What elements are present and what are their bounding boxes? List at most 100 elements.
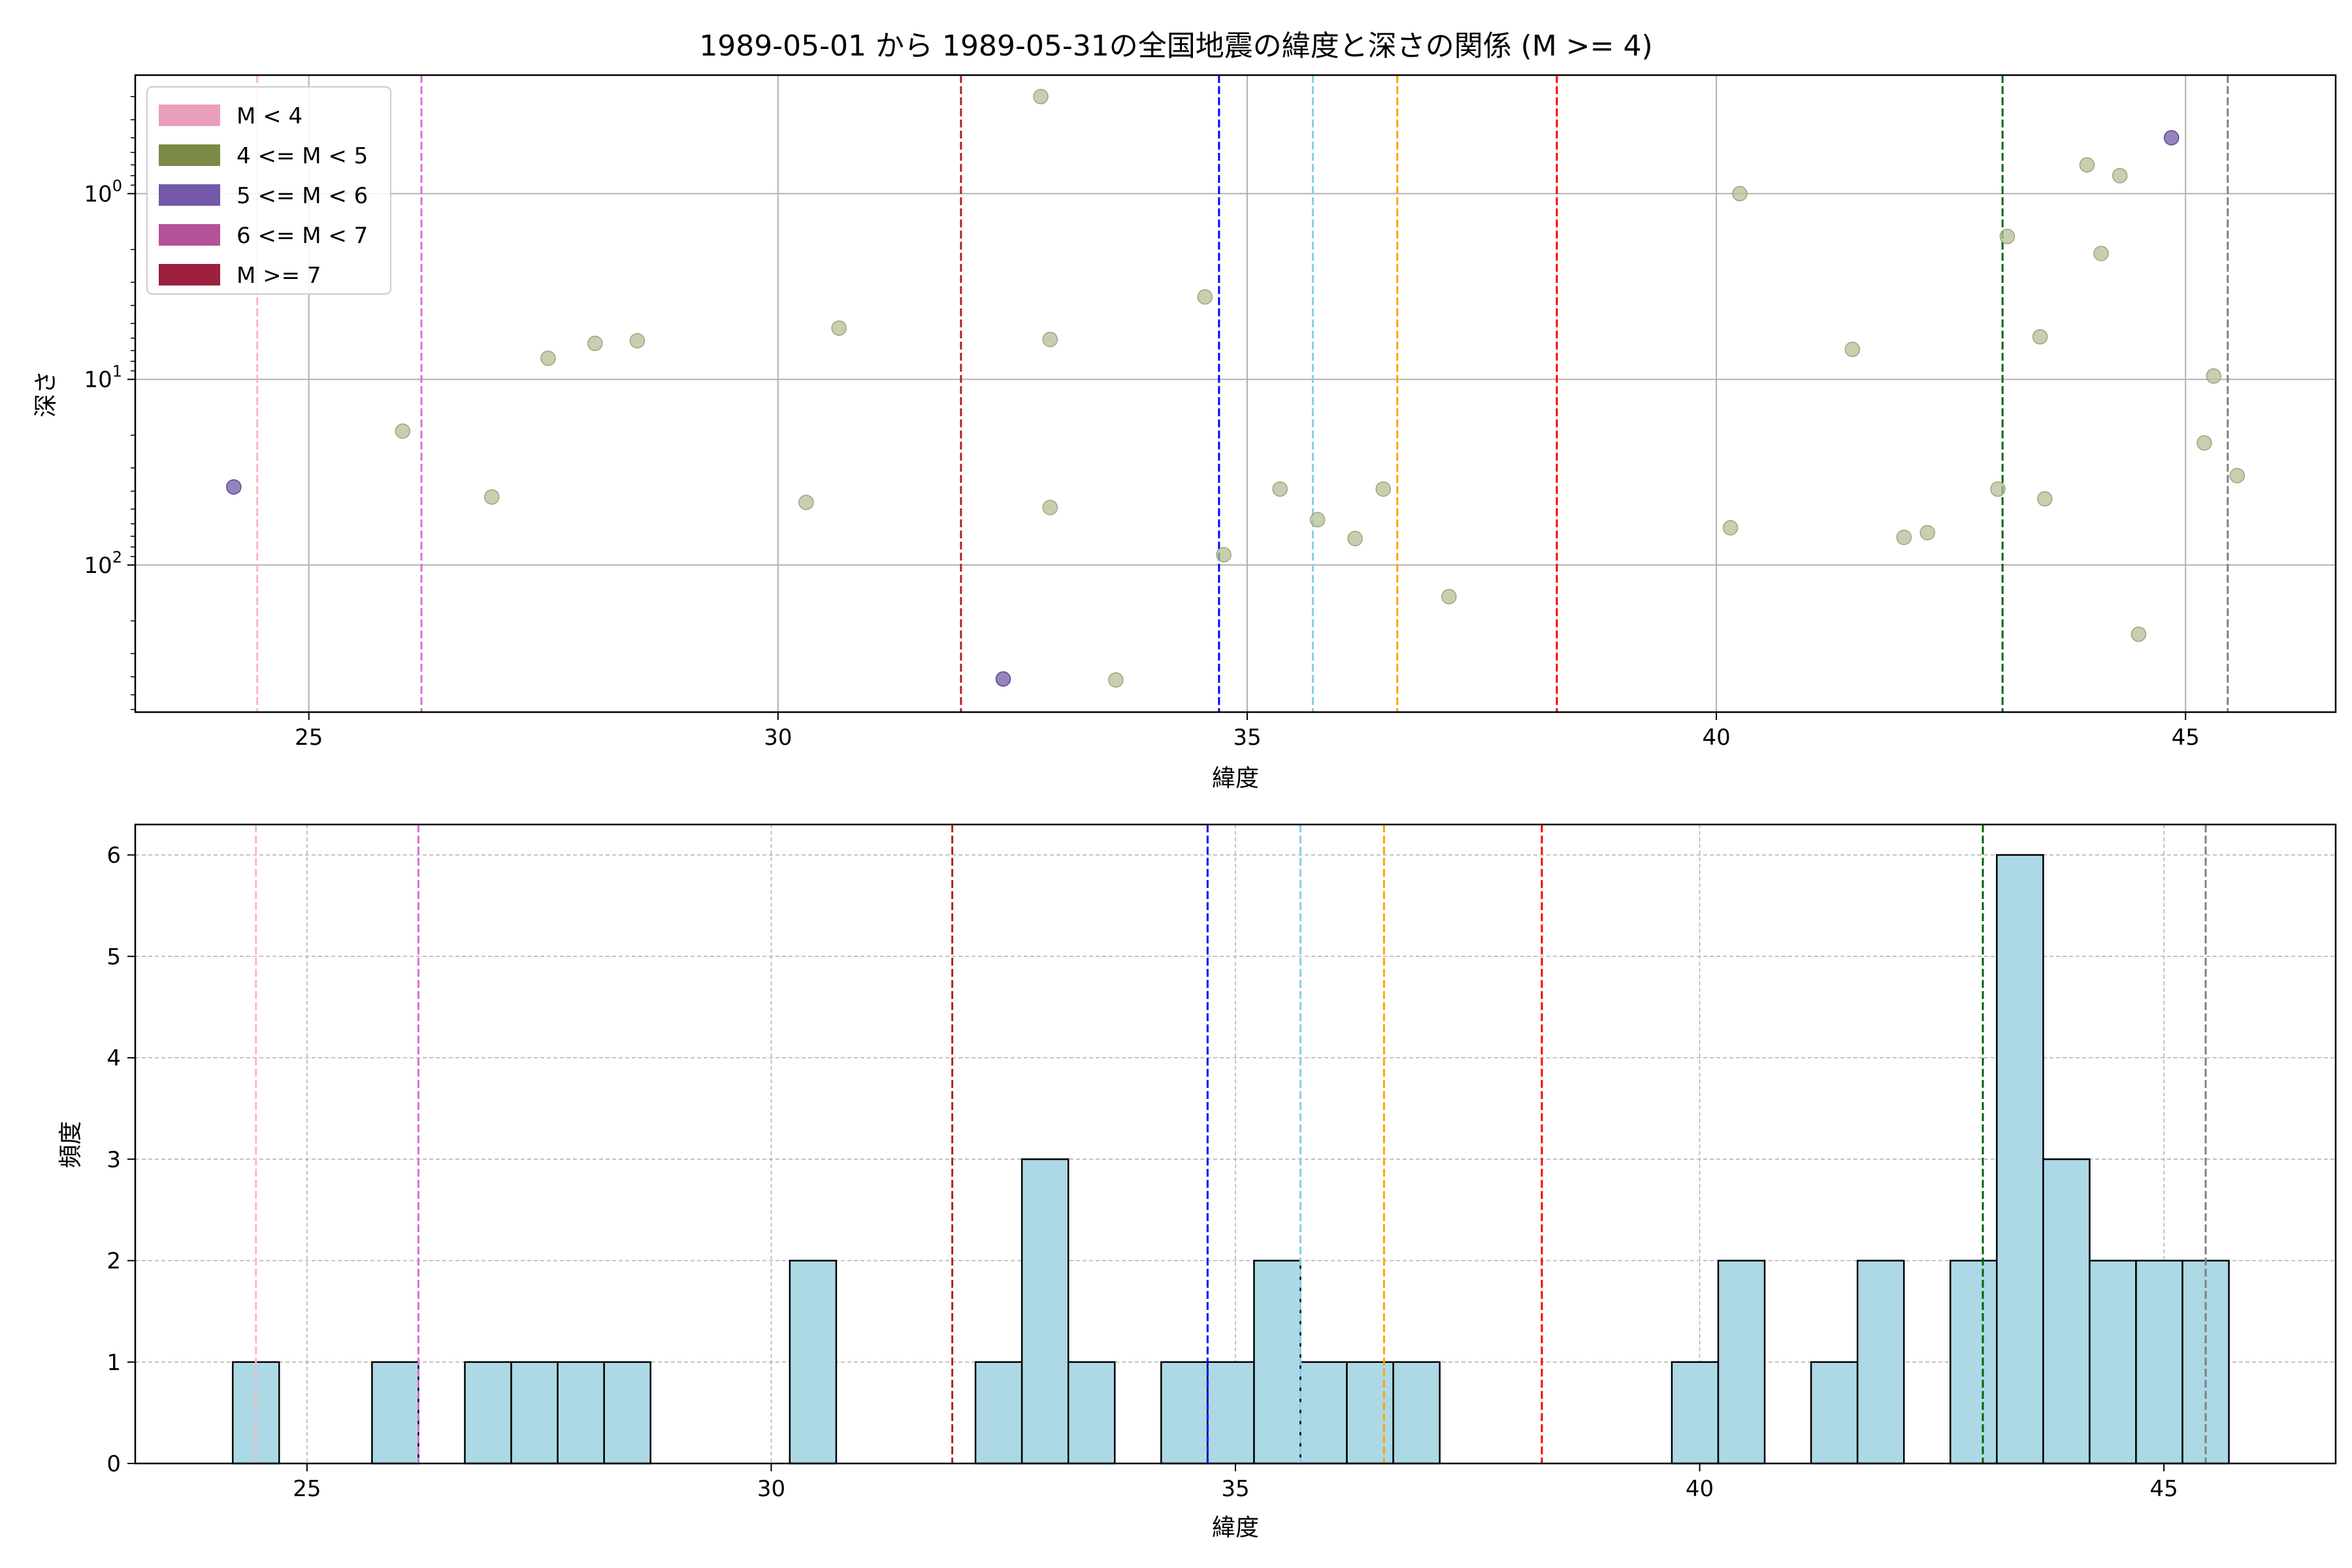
legend: M < 4 4 <= M < 5 5 <= M < 6 6 <= M < 7 M >= …: [146, 86, 391, 295]
scatter-point: [2206, 368, 2222, 384]
histogram-y-tick-label: 2: [106, 1249, 121, 1275]
histogram-bar: [1346, 1361, 1394, 1465]
scatter-point: [995, 671, 1011, 687]
scatter-y-ticks: 100 101 102: [84, 96, 135, 710]
histogram-bar: [1671, 1361, 1720, 1465]
scatter-y-tick-label: 101: [84, 363, 122, 393]
histogram-bar: [557, 1361, 605, 1465]
scatter-point: [1919, 525, 1935, 541]
scatter-point: [1216, 547, 1232, 563]
histogram-bar: [2089, 1260, 2137, 1465]
scatter-point: [2079, 157, 2095, 173]
histogram-x-tick-label: 30: [757, 1476, 785, 1502]
histogram-x-axis-label: 緯度: [1212, 1514, 1259, 1541]
histogram-y-axis-label: 頻度: [57, 1121, 84, 1168]
scatter-point: [2163, 130, 2180, 146]
histogram-bar: [1299, 1361, 1348, 1465]
scatter-point: [2229, 468, 2245, 483]
scatter-x-tick-label: 25: [295, 725, 323, 751]
scatter-point: [1990, 481, 2006, 497]
scatter-y-tick-label: 100: [84, 176, 122, 207]
scatter-point: [2037, 491, 2053, 507]
scatter-point: [1042, 500, 1058, 515]
histogram-y-tick-label: 3: [106, 1147, 121, 1173]
legend-items: M < 4 4 <= M < 5 5 <= M < 6 6 <= M < 7 M >= …: [159, 103, 368, 289]
scatter-point: [1108, 672, 1124, 688]
scatter-point: [798, 495, 814, 510]
histogram-bar: [1810, 1361, 1859, 1465]
scatter-point: [2131, 627, 2147, 642]
scatter-point: [1309, 512, 1326, 528]
histogram-x-tick-label: 45: [2149, 1476, 2178, 1502]
histogram-bars: [231, 854, 2230, 1465]
scatter-x-tick-label: 40: [1702, 725, 1730, 751]
histogram-bar: [789, 1260, 838, 1465]
scatter-point: [1441, 589, 1457, 604]
scatter-point: [2112, 168, 2128, 184]
scatter-point: [629, 333, 645, 349]
scatter-x-tick-label: 35: [1233, 725, 1261, 751]
scatter-point: [2093, 246, 2109, 261]
scatter-x-tick-label: 45: [2172, 725, 2200, 751]
histogram-y-tick-label: 5: [106, 944, 121, 970]
histogram-bar: [1067, 1361, 1116, 1465]
histogram-x-tick-label: 40: [1686, 1476, 1714, 1502]
scatter-x-axis-label: 緯度: [1212, 765, 1259, 792]
scatter-y-tick-label: 102: [84, 548, 122, 579]
histogram-bar: [2042, 1158, 2091, 1465]
legend-label: 4 <= M < 5: [237, 143, 368, 169]
histogram-bar: [1856, 1260, 1905, 1465]
histogram-bar: [2135, 1260, 2183, 1465]
histogram-y-tick-label: 1: [106, 1350, 121, 1376]
histogram-x-tick-label: 35: [1221, 1476, 1249, 1502]
legend-label: M >= 7: [237, 263, 321, 289]
histogram-bar: [974, 1361, 1023, 1465]
histogram-bar: [1996, 854, 2044, 1465]
histogram-x-tick-label: 25: [293, 1476, 321, 1502]
scatter-point: [1732, 186, 1748, 202]
scatter-point: [226, 479, 242, 495]
legend-label: 5 <= M < 6: [237, 183, 368, 209]
histogram-bar: [603, 1361, 651, 1465]
histogram-x-ticks: 25 30 35 40 45: [293, 1463, 2178, 1502]
scatter-y-axis-label: 深さ: [33, 370, 59, 417]
histogram-bar: [1392, 1361, 1441, 1465]
histogram-bar: [1717, 1260, 1766, 1465]
scatter-point: [1844, 342, 1861, 357]
scatter-point: [1272, 481, 1288, 497]
scatter-point: [1722, 520, 1739, 536]
scatter-point: [1042, 331, 1058, 348]
scatter-point: [831, 320, 847, 336]
scatter-x-ticks: 25 30 35 40 45: [295, 712, 2200, 751]
legend-swatch: [159, 144, 220, 166]
scatter-point: [1197, 289, 1213, 305]
scatter-points: [226, 89, 2245, 688]
scatter-panel: 25 30 35 40 45 100 101 102 緯度 深さ M < 4 4 <= M <…: [33, 74, 2337, 792]
scatter-axes-frame: [134, 74, 2337, 713]
histogram-reference-lines: [255, 825, 2207, 1463]
legend-swatch: [159, 224, 220, 246]
legend-label: 6 <= M < 7: [237, 223, 368, 249]
histogram-bar: [371, 1361, 419, 1465]
scatter-point: [1999, 229, 2016, 244]
scatter-grid: [135, 75, 2336, 712]
histogram-bar: [1949, 1260, 1998, 1465]
scatter-point: [395, 423, 411, 439]
histogram-y-ticks: 0 1 2 3 4 5 6: [106, 843, 135, 1477]
histogram-bar: [464, 1361, 512, 1465]
scatter-point: [484, 489, 500, 505]
legend-swatch: [159, 184, 220, 206]
histogram-y-tick-label: 4: [106, 1045, 121, 1071]
scatter-point: [2197, 435, 2212, 451]
legend-swatch: [159, 105, 220, 126]
histogram-y-tick-label: 0: [106, 1451, 121, 1477]
histogram-bar: [510, 1361, 559, 1465]
histogram-bar: [1021, 1158, 1070, 1465]
scatter-point: [1896, 529, 1912, 546]
histogram-y-tick-label: 6: [106, 843, 121, 869]
scatter-point: [587, 335, 603, 351]
scatter-point: [1375, 481, 1391, 497]
histogram-bar: [1207, 1361, 1255, 1465]
legend-swatch: [159, 264, 220, 286]
